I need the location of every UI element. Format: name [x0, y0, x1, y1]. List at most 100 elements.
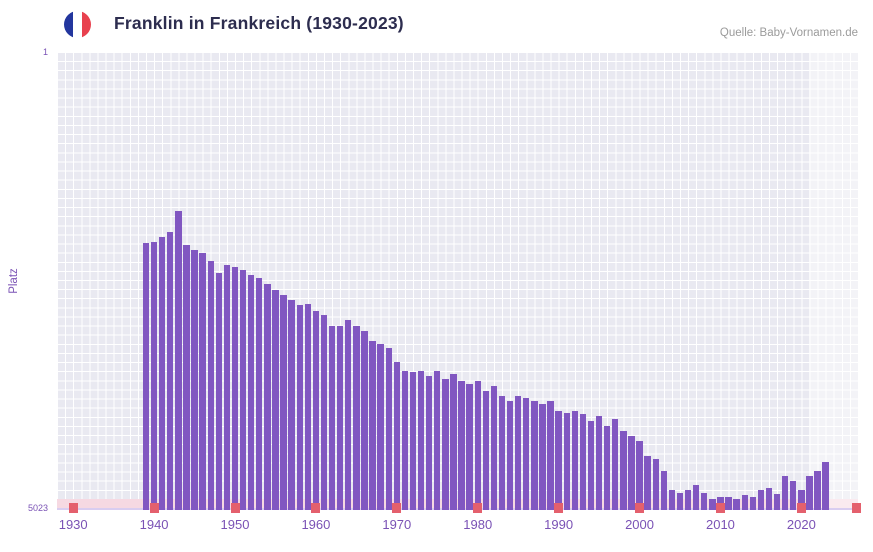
plot-area[interactable] — [57, 52, 861, 513]
bar[interactable] — [531, 400, 538, 510]
bar[interactable] — [223, 265, 231, 510]
bar[interactable] — [636, 440, 643, 510]
bar[interactable] — [272, 290, 279, 510]
bar[interactable] — [701, 493, 708, 510]
flag-stripe-blue — [64, 11, 73, 38]
bar[interactable] — [757, 490, 765, 510]
bar[interactable] — [353, 325, 360, 510]
bar[interactable] — [814, 470, 821, 510]
x-tick-label: 1990 — [544, 517, 574, 532]
bar[interactable] — [692, 485, 700, 510]
bar[interactable] — [377, 343, 384, 510]
bar[interactable] — [781, 475, 789, 510]
bar[interactable] — [595, 415, 603, 510]
bar[interactable] — [555, 410, 562, 510]
bar[interactable] — [620, 430, 627, 510]
bar[interactable] — [773, 494, 781, 510]
bar[interactable] — [539, 403, 546, 510]
bar[interactable] — [733, 498, 740, 510]
chart-title: Franklin in Frankreich (1930-2023) — [114, 13, 404, 33]
bar[interactable] — [603, 425, 611, 510]
bar[interactable] — [442, 378, 449, 510]
bar[interactable] — [417, 370, 425, 510]
bar[interactable] — [296, 305, 303, 510]
bar[interactable] — [191, 249, 198, 510]
bar[interactable] — [749, 496, 756, 510]
bar[interactable] — [158, 237, 166, 510]
bar[interactable] — [183, 245, 190, 510]
x-tick-label: 1950 — [220, 517, 250, 532]
bar[interactable] — [506, 400, 514, 510]
bar[interactable] — [806, 475, 813, 510]
bar[interactable] — [684, 490, 692, 510]
decade-marker — [149, 503, 159, 513]
bar[interactable] — [790, 480, 797, 510]
decade-marker — [796, 503, 806, 513]
bar[interactable] — [628, 435, 635, 510]
bar[interactable] — [563, 412, 570, 510]
bar[interactable] — [304, 303, 311, 510]
bar[interactable] — [668, 490, 676, 510]
bar[interactable] — [458, 380, 465, 510]
bar[interactable] — [239, 269, 247, 510]
bar[interactable] — [409, 372, 417, 510]
bar[interactable] — [142, 242, 150, 510]
bar[interactable] — [247, 275, 255, 510]
bar[interactable] — [312, 310, 320, 510]
x-tick-label: 1970 — [382, 517, 412, 532]
bar[interactable] — [490, 385, 498, 510]
bar[interactable] — [175, 211, 182, 510]
x-tick-label: 1960 — [301, 517, 331, 532]
bar[interactable] — [369, 340, 376, 510]
bar[interactable] — [676, 493, 684, 510]
bar[interactable] — [450, 373, 457, 510]
bar[interactable] — [385, 348, 392, 510]
no-data-band — [57, 499, 858, 508]
bar[interactable] — [361, 330, 368, 510]
flag-stripe-white — [73, 11, 82, 38]
bar[interactable] — [320, 315, 328, 510]
bar[interactable] — [280, 295, 287, 510]
bar[interactable] — [652, 458, 659, 510]
decade-marker — [230, 503, 240, 513]
bar[interactable] — [425, 375, 433, 510]
bar[interactable] — [571, 410, 578, 510]
bar[interactable] — [150, 241, 158, 510]
bar[interactable] — [725, 496, 732, 510]
bar[interactable] — [393, 362, 400, 510]
bar[interactable] — [264, 283, 271, 510]
bar[interactable] — [401, 370, 409, 510]
decade-marker — [635, 503, 645, 513]
bar[interactable] — [434, 370, 441, 510]
bar[interactable] — [709, 498, 716, 510]
bar[interactable] — [644, 455, 651, 510]
bar[interactable] — [612, 418, 619, 510]
bar[interactable] — [167, 231, 174, 510]
bar[interactable] — [660, 470, 667, 510]
bar[interactable] — [741, 495, 748, 510]
bar[interactable] — [482, 390, 489, 510]
bar[interactable] — [498, 395, 506, 510]
bar[interactable] — [215, 272, 222, 510]
bar[interactable] — [579, 413, 587, 510]
bar[interactable] — [231, 267, 239, 510]
bar[interactable] — [345, 320, 352, 510]
bar[interactable] — [765, 488, 773, 510]
x-tick-label: 2000 — [625, 517, 654, 532]
bar[interactable] — [474, 380, 481, 510]
bar[interactable] — [587, 420, 595, 510]
bar[interactable] — [547, 400, 554, 510]
bar[interactable] — [822, 462, 829, 510]
bar[interactable] — [256, 278, 263, 510]
bar[interactable] — [514, 395, 522, 510]
bar[interactable] — [798, 490, 805, 510]
bar[interactable] — [288, 300, 295, 510]
y-axis-label: Platz — [8, 268, 20, 294]
bar[interactable] — [466, 383, 473, 510]
bar[interactable] — [523, 398, 530, 510]
bar[interactable] — [199, 252, 206, 510]
bar[interactable] — [207, 260, 214, 510]
recent-years-highlight-band — [809, 52, 858, 508]
bar[interactable] — [336, 325, 344, 510]
bar[interactable] — [328, 325, 336, 510]
